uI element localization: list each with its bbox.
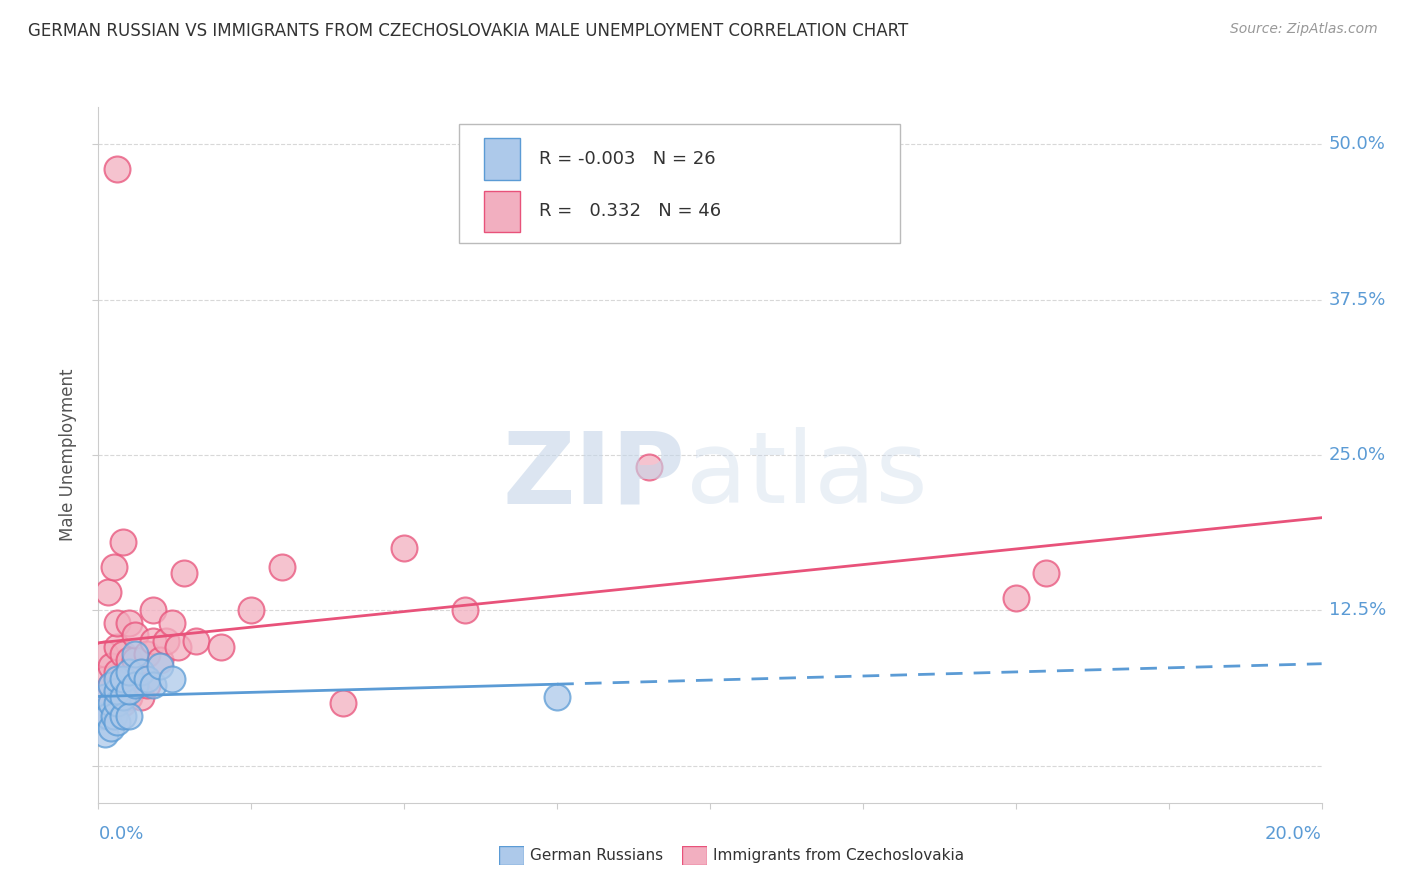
Point xyxy=(111,697,134,711)
Point xyxy=(103,559,125,574)
Point xyxy=(111,647,134,661)
Point xyxy=(105,665,128,680)
Point xyxy=(105,162,128,177)
Bar xyxy=(484,138,520,180)
Point xyxy=(129,665,152,680)
Point xyxy=(209,640,232,655)
Point xyxy=(124,653,146,667)
Point xyxy=(111,672,134,686)
Point xyxy=(91,708,114,723)
Text: 25.0%: 25.0% xyxy=(1329,446,1386,464)
Point xyxy=(240,603,263,617)
Point xyxy=(93,690,115,705)
Point xyxy=(118,684,141,698)
Point xyxy=(124,678,146,692)
Point xyxy=(100,697,122,711)
Point xyxy=(118,672,141,686)
Point xyxy=(173,566,195,580)
Point xyxy=(124,678,146,692)
Point xyxy=(129,690,152,705)
Point xyxy=(160,615,183,630)
Point xyxy=(105,684,128,698)
Point xyxy=(136,647,159,661)
Point xyxy=(100,678,122,692)
Text: Source: ZipAtlas.com: Source: ZipAtlas.com xyxy=(1230,22,1378,37)
Text: 50.0%: 50.0% xyxy=(1329,136,1385,153)
Point xyxy=(105,640,128,655)
Point xyxy=(97,584,120,599)
Text: 37.5%: 37.5% xyxy=(1329,291,1386,309)
Point xyxy=(105,615,128,630)
Point xyxy=(546,690,568,705)
Text: 12.5%: 12.5% xyxy=(1329,601,1386,619)
Point xyxy=(155,634,177,648)
Point xyxy=(142,678,165,692)
Point xyxy=(118,615,141,630)
Text: German Russians: German Russians xyxy=(530,848,664,863)
Point xyxy=(100,659,122,673)
Point xyxy=(103,708,125,723)
Point xyxy=(111,708,134,723)
Bar xyxy=(484,191,520,232)
Point xyxy=(149,653,172,667)
Point xyxy=(1004,591,1026,605)
Point xyxy=(129,665,152,680)
Text: ZIP: ZIP xyxy=(503,427,686,524)
Text: GERMAN RUSSIAN VS IMMIGRANTS FROM CZECHOSLOVAKIA MALE UNEMPLOYMENT CORRELATION C: GERMAN RUSSIAN VS IMMIGRANTS FROM CZECHO… xyxy=(28,22,908,40)
Point xyxy=(392,541,416,555)
Point xyxy=(100,678,122,692)
Text: 0.0%: 0.0% xyxy=(98,825,143,843)
Text: 20.0%: 20.0% xyxy=(1265,825,1322,843)
Point xyxy=(105,697,128,711)
FancyBboxPatch shape xyxy=(460,124,900,243)
Point xyxy=(270,559,292,574)
Point xyxy=(100,721,122,735)
Point xyxy=(124,647,146,661)
Point xyxy=(142,634,165,648)
Point xyxy=(136,672,159,686)
Text: atlas: atlas xyxy=(686,427,927,524)
Point xyxy=(111,690,134,705)
Point xyxy=(111,678,134,692)
Point xyxy=(100,697,122,711)
Point xyxy=(93,672,115,686)
Point xyxy=(90,703,112,717)
Point xyxy=(93,647,115,661)
Point xyxy=(118,653,141,667)
Point xyxy=(124,628,146,642)
Text: R =   0.332   N = 46: R = 0.332 N = 46 xyxy=(538,202,721,220)
Y-axis label: Male Unemployment: Male Unemployment xyxy=(59,368,77,541)
Point xyxy=(93,690,115,705)
Point xyxy=(118,690,141,705)
Point xyxy=(332,697,354,711)
Point xyxy=(93,727,115,741)
Point xyxy=(105,672,128,686)
Point xyxy=(118,665,141,680)
Point xyxy=(454,603,477,617)
Point xyxy=(149,659,172,673)
Point xyxy=(118,708,141,723)
Point xyxy=(637,460,661,475)
Point xyxy=(97,708,120,723)
Point xyxy=(160,672,183,686)
Point xyxy=(186,634,208,648)
Point xyxy=(136,678,159,692)
Text: Immigrants from Czechoslovakia: Immigrants from Czechoslovakia xyxy=(713,848,965,863)
Point xyxy=(1035,566,1057,580)
Point xyxy=(142,603,165,617)
Point xyxy=(111,534,134,549)
Point xyxy=(167,640,190,655)
Point xyxy=(105,690,128,705)
Point xyxy=(105,714,128,729)
Text: R = -0.003   N = 26: R = -0.003 N = 26 xyxy=(538,150,716,169)
